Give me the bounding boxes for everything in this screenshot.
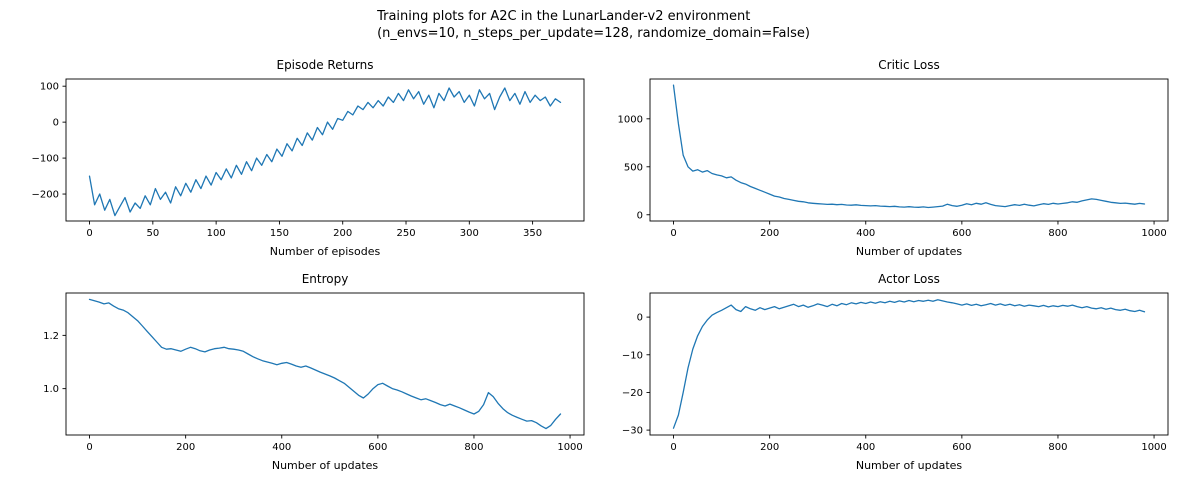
svg-text:400: 400 (856, 442, 875, 453)
svg-text:400: 400 (856, 228, 875, 239)
svg-text:800: 800 (1048, 228, 1067, 239)
svg-text:500: 500 (624, 162, 643, 173)
svg-text:Number of episodes: Number of episodes (270, 245, 381, 258)
svg-text:800: 800 (1048, 442, 1067, 453)
svg-text:0: 0 (670, 442, 676, 453)
svg-text:1000: 1000 (618, 114, 643, 125)
critic-loss-chart: 0 200 400 600 800 1000 0 500 1000 Critic Loss Numb… (618, 58, 1169, 258)
svg-text:−200: −200 (32, 190, 59, 201)
svg-text:50: 50 (146, 228, 159, 239)
svg-text:1.0: 1.0 (43, 384, 59, 395)
episode-returns-chart: 0 50 100 150 200 250 300 350 −200 −100 0 100 Episode… (32, 58, 585, 258)
svg-text:300: 300 (460, 228, 479, 239)
svg-text:Number of updates: Number of updates (856, 245, 963, 258)
svg-text:0: 0 (637, 313, 643, 324)
svg-text:1000: 1000 (557, 442, 582, 453)
svg-text:0: 0 (86, 442, 92, 453)
entropy-chart: 0 200 400 600 800 1000 1.0 1.2 Entropy Number of … (43, 272, 585, 472)
svg-text:Entropy: Entropy (302, 272, 349, 286)
svg-text:Number of updates: Number of updates (272, 459, 379, 472)
svg-text:200: 200 (333, 228, 352, 239)
svg-text:Episode Returns: Episode Returns (276, 58, 373, 72)
svg-text:Actor Loss: Actor Loss (878, 272, 940, 286)
svg-text:0: 0 (53, 118, 59, 129)
svg-text:Number of updates: Number of updates (856, 459, 963, 472)
svg-text:1000: 1000 (1141, 442, 1166, 453)
svg-text:350: 350 (523, 228, 542, 239)
svg-text:250: 250 (396, 228, 415, 239)
svg-text:−20: −20 (622, 388, 643, 399)
svg-text:0: 0 (670, 228, 676, 239)
svg-text:−10: −10 (622, 350, 643, 361)
figure-title-line1: Training plots for A2C in the LunarLande… (377, 9, 751, 24)
svg-text:200: 200 (760, 442, 779, 453)
svg-text:100: 100 (40, 82, 59, 93)
svg-text:1000: 1000 (1141, 228, 1166, 239)
actor-loss-chart: 0 200 400 600 800 1000 −30 −20 −10 0 Actor Loss Num… (622, 272, 1169, 472)
svg-text:200: 200 (176, 442, 195, 453)
svg-text:600: 600 (952, 228, 971, 239)
svg-text:−100: −100 (32, 154, 59, 165)
svg-text:150: 150 (270, 228, 289, 239)
svg-text:Critic Loss: Critic Loss (878, 58, 939, 72)
svg-text:0: 0 (637, 210, 643, 221)
figure-title-line2: (n_envs=10, n_steps_per_update=128, rand… (377, 26, 810, 41)
svg-text:200: 200 (760, 228, 779, 239)
svg-text:100: 100 (207, 228, 226, 239)
svg-text:800: 800 (464, 442, 483, 453)
svg-text:0: 0 (86, 228, 92, 239)
svg-text:600: 600 (368, 442, 387, 453)
svg-text:−30: −30 (622, 426, 643, 437)
svg-text:1.2: 1.2 (43, 331, 59, 342)
svg-text:600: 600 (952, 442, 971, 453)
svg-text:400: 400 (272, 442, 291, 453)
figure-title: Training plots for A2C in the LunarLande… (0, 8, 1187, 42)
